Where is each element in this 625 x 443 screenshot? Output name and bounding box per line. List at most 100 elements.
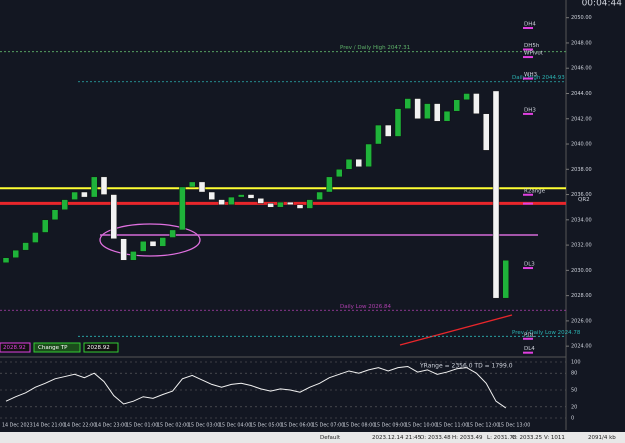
candle [149, 241, 157, 247]
tag-marker [523, 27, 533, 30]
level-label: Prev / Daily Low 2024.78 [512, 330, 581, 336]
candle [404, 98, 411, 109]
candle [179, 186, 186, 231]
candle [90, 176, 98, 198]
candle [22, 242, 29, 251]
candle [424, 103, 431, 119]
candle [345, 158, 353, 170]
candle [247, 194, 255, 199]
price-label: 2024.00 [571, 344, 592, 350]
tag-marker [523, 112, 533, 115]
price-label: 2050.00 [571, 15, 592, 21]
candle [502, 260, 509, 299]
tag-marker [523, 267, 533, 270]
candle [71, 191, 78, 200]
time-label: 15 Dec 11:00 [436, 423, 468, 429]
trend-line [399, 314, 513, 346]
candle [365, 143, 372, 167]
tag-marker [523, 202, 533, 205]
tag-label: DL3 [524, 262, 535, 268]
status-text: Default [320, 435, 341, 441]
candle [208, 191, 216, 200]
time-label: 15 Dec 02:00 [157, 423, 189, 429]
candle [169, 229, 176, 238]
time-label: 15 Dec 03:00 [188, 423, 220, 429]
time-label: 14 Dec 22:00 [64, 423, 96, 429]
tag-marker [523, 77, 533, 80]
candle [100, 176, 108, 195]
candle [473, 93, 480, 114]
osc-tick: 80 [571, 371, 577, 377]
status-text: C: 2033.25 [512, 435, 543, 441]
level-label: Daily Low 2026.84 [340, 304, 391, 310]
candle [316, 191, 323, 200]
candle [287, 201, 294, 205]
status-text: L: 2031.78 [487, 435, 517, 441]
level-label: Daily High 2044.93 [512, 75, 565, 81]
candle [139, 241, 147, 252]
price-label: 2038.00 [571, 167, 592, 173]
change-tp-button[interactable] [33, 342, 81, 353]
clock: 00:04:44 [582, 0, 623, 9]
candle [355, 158, 362, 167]
tag-label: DH3 [524, 107, 536, 113]
tag-label: WH3 [524, 72, 538, 78]
level-label: Prev / Daily High 2047.31 [340, 45, 410, 51]
time-label: 15 Dec 06:00 [281, 423, 313, 429]
price-label: 2032.00 [571, 243, 592, 249]
candle [32, 232, 39, 243]
candle [375, 124, 382, 145]
price-label: 2044.00 [571, 91, 592, 97]
candle [51, 209, 59, 221]
candle [483, 113, 490, 151]
candle [2, 257, 10, 263]
status-text: O: 2033.48 [420, 435, 451, 441]
candle [394, 108, 402, 137]
candle [336, 169, 343, 178]
tag-label: WPivot [524, 51, 544, 57]
status-bar [0, 432, 625, 443]
time-label: 15 Dec 12:00 [467, 423, 499, 429]
candle [120, 238, 127, 261]
candle [159, 237, 167, 247]
candle [257, 198, 264, 204]
price-box-text: 2028.92 [87, 345, 110, 351]
osc-tick: 0 [571, 416, 574, 422]
candle [326, 176, 333, 193]
candle [463, 93, 470, 101]
tag-marker [523, 56, 533, 59]
time-label: 15 Dec 08:00 [343, 423, 375, 429]
price-box [83, 342, 119, 353]
candle [414, 98, 421, 119]
candle [306, 199, 313, 209]
tag-marker [523, 193, 533, 196]
time-label: 15 Dec 07:00 [312, 423, 344, 429]
status-text: H: 2033.49 [452, 435, 483, 441]
time-label: 15 Dec 09:00 [374, 423, 406, 429]
tag-label: R2ange [524, 188, 546, 194]
candle [81, 191, 88, 198]
candle [443, 110, 451, 122]
tag-label: QR2 [578, 197, 590, 203]
osc-tick: 50 [571, 388, 577, 394]
candle [61, 199, 68, 210]
candle [110, 194, 118, 239]
candle [296, 204, 304, 209]
change-tp-text[interactable]: Change TP [38, 345, 68, 351]
tag-marker [523, 351, 533, 354]
time-label: 15 Dec 10:00 [405, 423, 437, 429]
price-label: 2026.00 [571, 318, 592, 324]
candle [130, 251, 137, 261]
price-label: 2036.00 [571, 192, 592, 198]
time-label: 15 Dec 05:00 [250, 423, 282, 429]
osc-label: YRange = 2356.0 TD = 1799.0 [419, 363, 513, 370]
candle [42, 219, 49, 233]
candle [434, 103, 441, 122]
status-text: 2023.12.14 21:45 [372, 435, 422, 441]
status-text: V: 1011 [544, 435, 565, 441]
tag-marker [523, 48, 533, 51]
candle [267, 203, 274, 208]
candle [385, 124, 392, 137]
